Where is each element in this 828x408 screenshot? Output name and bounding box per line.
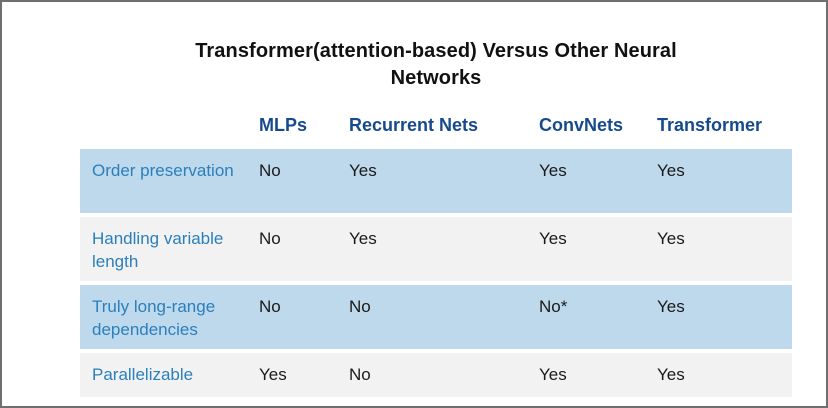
table-header-row: MLPs Recurrent Nets ConvNets Transformer bbox=[80, 113, 792, 141]
cell-value: No bbox=[259, 297, 281, 316]
table-row-truly-long-range-dependencies: Truly long-range dependencies No No No* … bbox=[80, 285, 792, 349]
cell-value: No* bbox=[539, 297, 568, 316]
cell-value: No bbox=[349, 297, 371, 316]
column-header-mlps: MLPs bbox=[259, 115, 308, 135]
column-header-recurrent-nets: Recurrent Nets bbox=[349, 115, 479, 135]
cell-value: No bbox=[259, 229, 281, 248]
cell-value: Yes bbox=[349, 229, 377, 248]
cell-value: Yes bbox=[657, 161, 685, 180]
table-title: Transformer(attention-based) Versus Othe… bbox=[195, 40, 677, 89]
cell-value: Yes bbox=[539, 229, 567, 248]
cell-value: Yes bbox=[539, 161, 567, 180]
cell-value: Yes bbox=[539, 365, 567, 384]
table-body: Order preservation No Yes Yes Yes Handli… bbox=[80, 149, 792, 397]
cell-value: Yes bbox=[657, 229, 685, 248]
cell-value: No bbox=[259, 161, 281, 180]
cell-value: No bbox=[349, 365, 371, 384]
row-label: Truly long-range dependencies bbox=[92, 297, 216, 339]
row-label: Parallelizable bbox=[92, 365, 194, 384]
column-header-convnets: ConvNets bbox=[539, 115, 624, 135]
table-row-parallelizable: Parallelizable Yes No Yes Yes bbox=[80, 353, 792, 397]
table-row-order-preservation: Order preservation No Yes Yes Yes bbox=[80, 149, 792, 213]
cell-value: Yes bbox=[657, 365, 685, 384]
table-figure: Transformer(attention-based) Versus Othe… bbox=[80, 38, 792, 397]
column-header-transformer: Transformer bbox=[657, 115, 763, 135]
row-label: Order preservation bbox=[92, 161, 234, 180]
cell-value: Yes bbox=[657, 297, 685, 316]
table-row-handling-variable-length: Handling variable length No Yes Yes Yes bbox=[80, 217, 792, 281]
cell-value: Yes bbox=[349, 161, 377, 180]
row-label: Handling variable length bbox=[92, 229, 224, 271]
cell-value: Yes bbox=[259, 365, 287, 384]
